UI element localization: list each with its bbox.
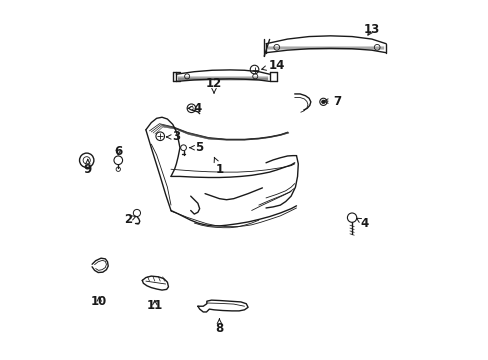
Text: 14: 14	[261, 59, 285, 72]
Text: 4: 4	[356, 216, 368, 230]
Text: 2: 2	[123, 213, 136, 226]
Text: 7: 7	[323, 95, 341, 108]
Text: 6: 6	[114, 145, 122, 158]
Text: 9: 9	[83, 159, 92, 176]
Text: 12: 12	[205, 77, 222, 93]
Text: 1: 1	[214, 157, 223, 176]
Text: 5: 5	[189, 141, 203, 154]
Text: 4: 4	[187, 102, 202, 115]
Text: 3: 3	[166, 130, 180, 144]
Text: 10: 10	[91, 296, 107, 309]
Text: 11: 11	[146, 299, 163, 312]
Text: 13: 13	[363, 23, 379, 36]
Text: 8: 8	[215, 319, 223, 335]
Circle shape	[321, 100, 325, 104]
